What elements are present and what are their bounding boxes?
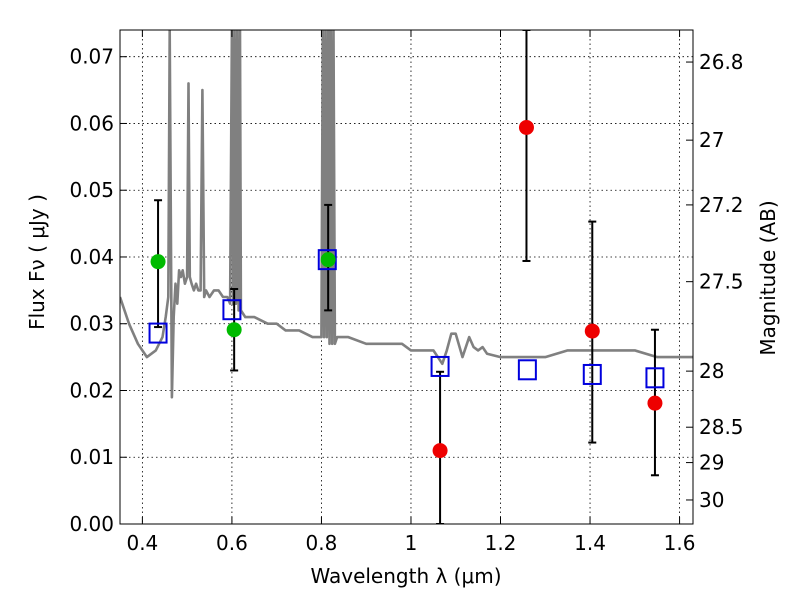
y-tick-label: 0.02 — [69, 378, 114, 402]
green-data-point — [320, 252, 336, 268]
y-tick-label: 0.05 — [69, 178, 114, 202]
model-spectrum-line — [120, 30, 693, 399]
x-tick-label: 1.4 — [574, 531, 606, 555]
y-tick-label: 0.06 — [69, 111, 114, 135]
green-data-point — [226, 322, 242, 338]
y2-tick-label: 26.8 — [699, 50, 744, 74]
y2-tick-label: 28 — [699, 359, 724, 383]
y2-tick-label: 28.5 — [699, 415, 744, 439]
x-tick-label: 0.8 — [306, 531, 338, 555]
model-photometry-square — [148, 322, 168, 344]
model-photometry-square — [645, 367, 665, 389]
x-axis-label: Wavelength λ (μm) — [310, 564, 501, 588]
model-photometry-square — [582, 363, 602, 385]
y-tick-label: 0.01 — [69, 445, 114, 469]
axes: 0.4 0.6 0.8 1 1.2 1.4 1.6 0.00 0.01 0.02 0.03 0.04 0… — [69, 30, 744, 555]
red-data-point — [647, 395, 663, 411]
x-tick-label: 1.6 — [664, 531, 696, 555]
y-axis-label: Flux Fν ( μJy ) — [25, 194, 49, 330]
green-data-point — [150, 254, 166, 270]
grid — [120, 30, 693, 525]
y-tick-label: 0.04 — [69, 245, 114, 269]
y2-tick-label: 27.5 — [699, 270, 744, 294]
y2-tick-label: 27 — [699, 128, 724, 152]
red-data-point — [584, 323, 600, 339]
y2-tick-label: 29 — [699, 451, 724, 475]
y2-tick-label: 30 — [699, 488, 724, 512]
red-data-point — [518, 119, 534, 135]
y-tick-label: 0.03 — [69, 312, 114, 336]
red-data-point — [432, 443, 448, 459]
x-tick-label: 1.2 — [485, 531, 517, 555]
y2-axis-label: Magnitude (AB) — [756, 200, 780, 355]
x-tick-label: 0.4 — [126, 531, 158, 555]
model-photometry-square — [222, 299, 242, 321]
x-tick-label: 0.6 — [216, 531, 248, 555]
plot-area-frame — [119, 29, 694, 525]
y-tick-label: 0.00 — [69, 512, 114, 536]
x-tick-label: 1 — [405, 531, 418, 555]
y-tick-label: 0.07 — [69, 45, 114, 69]
y2-tick-label: 27.2 — [699, 193, 744, 217]
model-photometry-square — [430, 355, 450, 377]
series-group — [120, 30, 693, 524]
model-photometry-square — [517, 359, 537, 381]
plot-series — [120, 30, 693, 524]
model-photometry-square — [317, 249, 337, 271]
